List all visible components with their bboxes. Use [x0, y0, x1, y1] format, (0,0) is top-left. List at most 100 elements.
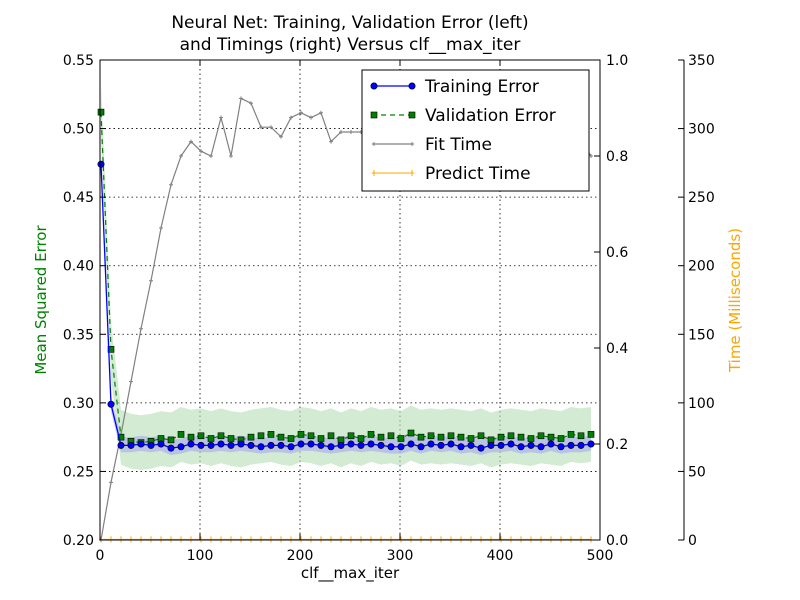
- training-error-point: [187, 440, 195, 448]
- validation-error-point: [217, 432, 225, 440]
- fit-time-point: [589, 154, 593, 158]
- training-error-point: [177, 443, 185, 451]
- training-error-point: [417, 443, 425, 451]
- validation-error-point: [267, 431, 275, 438]
- legend-label: Validation Error: [425, 106, 556, 126]
- x-tick-label: 100: [187, 548, 214, 564]
- validation-error-point: [197, 432, 205, 440]
- fit-time-point: [309, 115, 313, 120]
- y-left-tick-label: 0.35: [63, 327, 94, 343]
- y-left-tick-label: 0.20: [63, 533, 94, 549]
- training-error-point: [167, 444, 175, 452]
- y-axis-label-left: Mean Squared Error: [32, 225, 50, 375]
- fit-time-point: [319, 110, 323, 115]
- y-left-tick-label: 0.55: [63, 53, 94, 69]
- x-tick-label: 400: [487, 548, 514, 564]
- validation-error-band: [101, 84, 591, 471]
- training-error-point: [547, 440, 555, 448]
- legend-label: Predict Time: [425, 164, 531, 184]
- y-left-tick-label: 0.30: [63, 396, 94, 412]
- x-tick-label: 0: [96, 548, 105, 564]
- chart-title-line-2: and Timings (right) Versus clf__max_iter: [180, 35, 521, 55]
- validation-error-point: [117, 433, 125, 441]
- training-error-point: [307, 440, 315, 448]
- fit-time-point: [289, 115, 293, 120]
- training-error-point: [287, 443, 295, 451]
- validation-error-point: [257, 432, 265, 440]
- validation-error-point: [187, 433, 195, 441]
- training-error-point: [357, 441, 365, 449]
- validation-error-point: [547, 433, 555, 441]
- y-right-tick-label: 1.0: [606, 53, 628, 69]
- validation-error-point: [417, 433, 425, 441]
- validation-error-point: [97, 108, 105, 116]
- training-error-point: [297, 440, 305, 448]
- y-right-tick-label: 0.0: [606, 533, 628, 549]
- training-error-point: [367, 440, 375, 448]
- training-error-point: [497, 441, 505, 449]
- training-error-point: [377, 441, 385, 449]
- validation-error-point: [107, 346, 115, 353]
- y-left-tick-label: 0.25: [63, 464, 94, 480]
- validation-error-point: [517, 433, 525, 441]
- fit-time-point: [299, 110, 303, 115]
- x-tick-label: 200: [287, 548, 314, 564]
- training-error-point: [517, 443, 525, 451]
- fit-time-point: [159, 226, 163, 230]
- validation-error-point: [317, 435, 325, 442]
- validation-error-point: [577, 432, 585, 440]
- training-error-point: [477, 444, 485, 452]
- fit-time-point: [229, 154, 233, 158]
- training-error-point: [387, 443, 395, 451]
- training-error-point: [587, 440, 595, 448]
- training-error-point: [507, 440, 515, 448]
- validation-error-point: [357, 435, 365, 442]
- validation-error-point: [297, 431, 305, 438]
- y-left-tick-label: 0.45: [63, 190, 94, 206]
- y-right-tick-label: 0.2: [606, 437, 628, 453]
- fit-time-point: [199, 149, 203, 154]
- training-error-point: [157, 440, 165, 448]
- plot-frame: [99, 59, 601, 541]
- training-error-point: [207, 441, 215, 449]
- training-error-point: [427, 440, 435, 448]
- legend-label: Training Error: [424, 77, 539, 97]
- y-axis-label-far-right: Time (Milliseconds): [726, 228, 744, 373]
- fit-time-point: [349, 130, 353, 134]
- legend-label: Fit Time: [425, 135, 492, 155]
- y-far-right-tick-label: 100: [688, 396, 715, 412]
- validation-error-point: [207, 435, 215, 442]
- validation-error-point: [247, 433, 255, 441]
- validation-error-point: [567, 431, 575, 438]
- y-far-right-tick-label: 50: [688, 464, 706, 480]
- validation-error-point: [507, 432, 515, 440]
- y-far-right-tick-label: 250: [688, 190, 715, 206]
- validation-error-point: [287, 435, 295, 442]
- legend-fit-marker: [372, 142, 414, 146]
- fit-time-point: [279, 134, 283, 139]
- training-error-point: [217, 440, 225, 448]
- validation-error-point: [387, 432, 395, 440]
- training-error-point: [397, 443, 405, 451]
- y-far-right-tick-label: 350: [688, 53, 715, 69]
- validation-error-point: [457, 433, 465, 441]
- training-error-point: [267, 441, 275, 449]
- validation-error-point: [427, 432, 435, 440]
- fit-time-point: [139, 326, 143, 331]
- y-left-tick-label: 0.40: [63, 259, 94, 275]
- y-left-tick-label: 0.50: [63, 122, 94, 138]
- x-tick-label: 300: [387, 548, 414, 564]
- validation-error-point: [497, 433, 505, 441]
- training-error-point: [537, 443, 545, 451]
- validation-error-point: [557, 435, 565, 442]
- legend-training-marker: [408, 82, 416, 90]
- training-error-point: [117, 441, 125, 449]
- y-right-tick-label: 0.6: [606, 245, 628, 261]
- legend-entries: Training Error Validation Error Fit Time Pr…: [370, 77, 556, 184]
- training-error-point: [407, 440, 415, 448]
- training-error-point: [197, 441, 205, 449]
- validation-error-point: [537, 432, 545, 440]
- training-error-point: [257, 443, 265, 451]
- training-error-point: [557, 443, 565, 451]
